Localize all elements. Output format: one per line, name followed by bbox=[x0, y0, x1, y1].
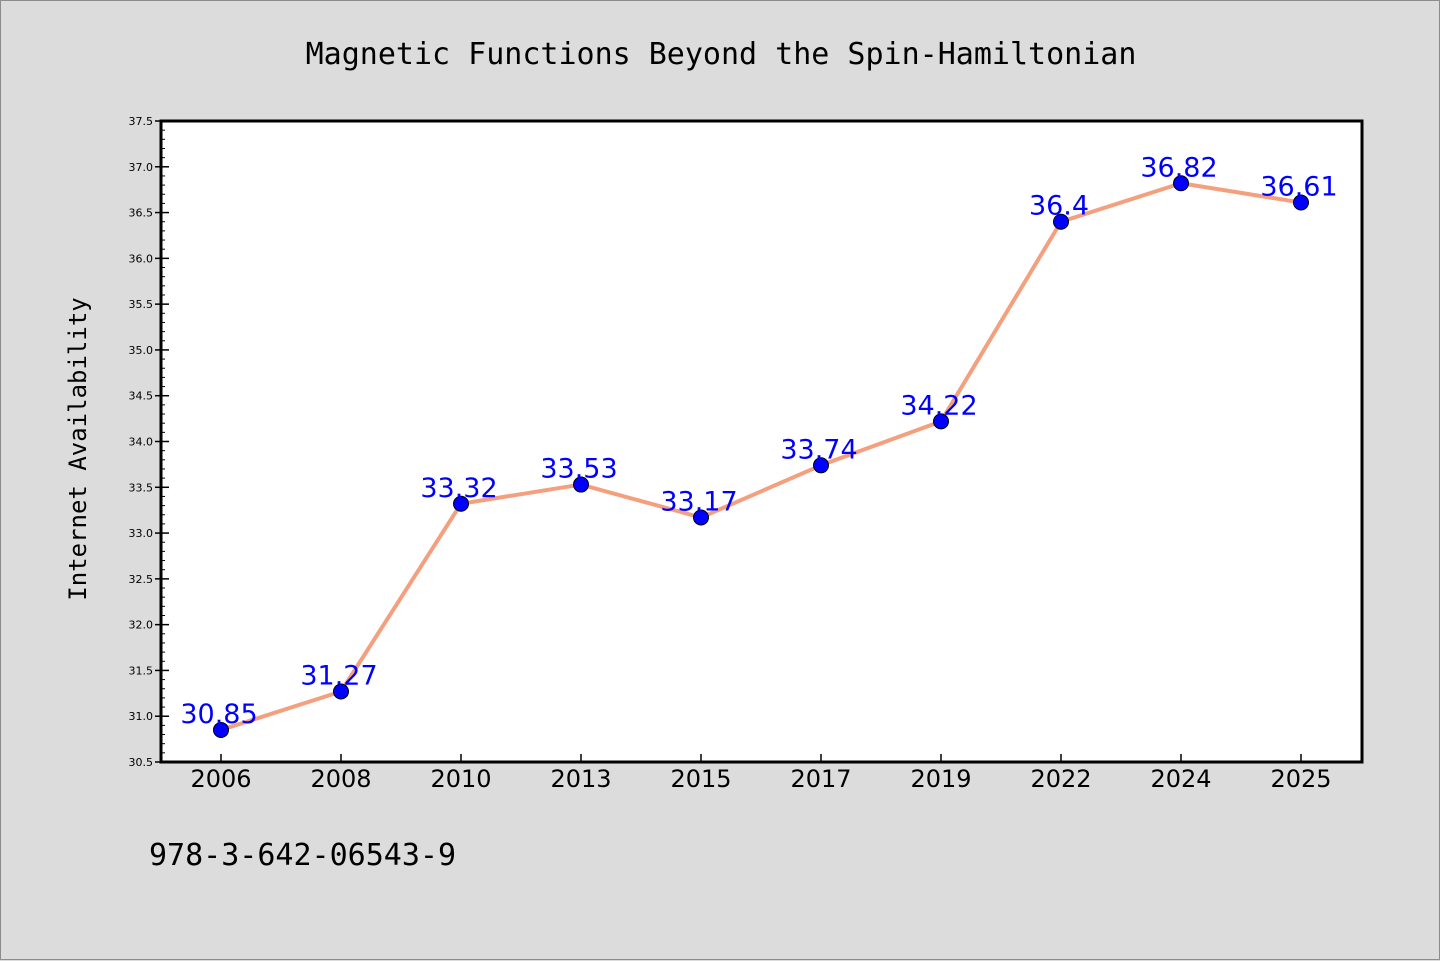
data-label: 36.61 bbox=[1260, 171, 1337, 202]
data-point-marker bbox=[573, 476, 589, 493]
y-tick-label: 36.0 bbox=[129, 252, 154, 265]
plot-border bbox=[159, 119, 1364, 764]
data-point-marker bbox=[1293, 194, 1309, 211]
x-tick-label: 2017 bbox=[790, 765, 851, 793]
x-tick-label: 2010 bbox=[430, 765, 491, 793]
data-point-marker bbox=[693, 509, 709, 526]
isbn-text: 978-3-642-06543-9 bbox=[149, 838, 456, 873]
y-tick-label: 31.5 bbox=[129, 664, 154, 677]
y-tick-label: 33.0 bbox=[129, 527, 154, 540]
y-tick-label: 35.5 bbox=[129, 298, 154, 311]
data-label: 36.82 bbox=[1140, 152, 1217, 183]
plot-area bbox=[161, 121, 1362, 762]
x-tick-label: 2025 bbox=[1270, 765, 1331, 793]
y-tick-label: 30.5 bbox=[129, 756, 154, 769]
series-line bbox=[219, 181, 1303, 732]
x-tick-label: 2024 bbox=[1150, 765, 1211, 793]
x-tick-label: 2022 bbox=[1030, 765, 1091, 793]
data-point-marker bbox=[333, 683, 349, 700]
y-tick-label: 34.5 bbox=[129, 390, 154, 403]
data-label: 31.27 bbox=[300, 660, 377, 691]
data-point-marker bbox=[933, 413, 949, 430]
data-point-marker bbox=[1173, 175, 1189, 192]
data-point-marker bbox=[813, 457, 829, 474]
y-tick-label: 36.5 bbox=[129, 207, 154, 220]
y-tick-label: 31.0 bbox=[129, 710, 154, 723]
x-tick-label: 2008 bbox=[310, 765, 371, 793]
data-point-marker bbox=[213, 721, 229, 738]
data-label: 33.74 bbox=[780, 434, 857, 465]
data-label: 33.32 bbox=[420, 473, 497, 504]
data-label: 33.53 bbox=[540, 454, 617, 485]
x-tick-label: 2013 bbox=[550, 765, 611, 793]
y-tick-label: 32.5 bbox=[129, 573, 154, 586]
y-tick-label: 35.0 bbox=[129, 344, 154, 357]
x-tick-label: 2006 bbox=[190, 765, 251, 793]
y-tick-label: 32.0 bbox=[129, 619, 154, 632]
data-point-marker bbox=[1053, 213, 1069, 230]
data-label: 36.4 bbox=[1029, 191, 1089, 222]
series-markers bbox=[213, 175, 1309, 738]
y-tick-label: 37.0 bbox=[129, 161, 154, 174]
x-tick-label: 2019 bbox=[910, 765, 971, 793]
y-tick-label: 37.5 bbox=[129, 115, 154, 128]
data-labels: 30.85 31.27 33.32 33.53 33.17 33.74 34.22 36.4 3… bbox=[180, 152, 1337, 730]
x-axis: 2006 2008 2010 2013 2015 2017 2019 2022 2024 2025 bbox=[190, 754, 1332, 793]
data-label: 30.85 bbox=[180, 699, 257, 730]
data-point-marker bbox=[453, 495, 469, 512]
data-label: 33.17 bbox=[660, 487, 737, 518]
data-label: 34.22 bbox=[900, 390, 977, 421]
chart-title: Magnetic Functions Beyond the Spin-Hamil… bbox=[306, 37, 1137, 72]
x-tick-label: 2015 bbox=[670, 765, 731, 793]
y-tick-label: 33.5 bbox=[129, 481, 154, 494]
y-axis-label: Internet Availability bbox=[64, 297, 92, 600]
y-tick-label: 34.0 bbox=[129, 436, 154, 449]
y-axis: 30.5 31.0 31.5 32.0 32.5 33.0 33.5 34.0 34.5 35.0… bbox=[129, 115, 169, 769]
